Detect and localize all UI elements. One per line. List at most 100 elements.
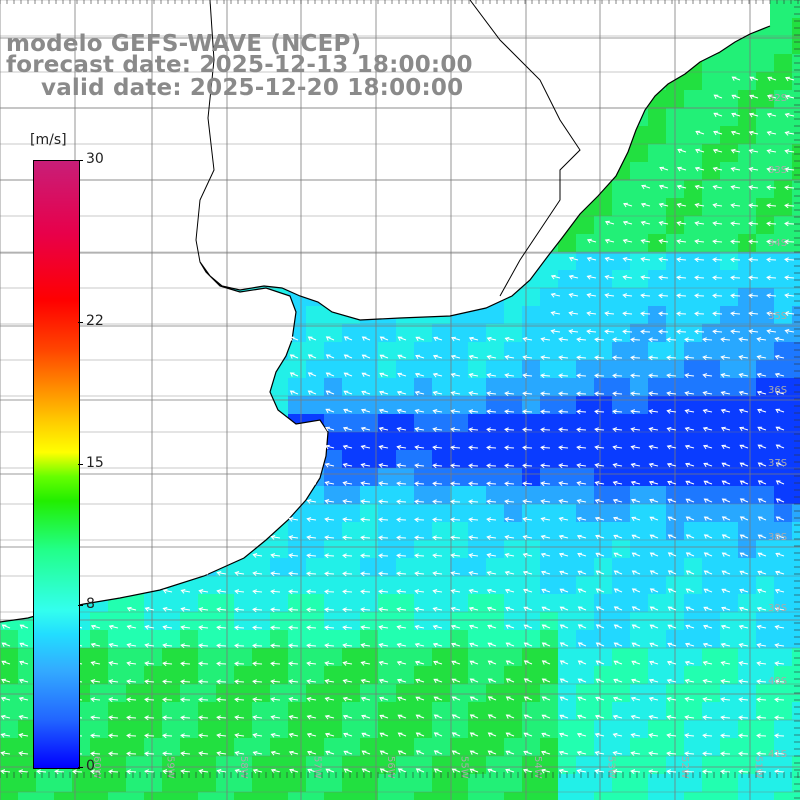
- wind-arrow: [433, 678, 443, 684]
- wind-arrow: [486, 463, 497, 469]
- wind-arrow: [306, 643, 317, 649]
- wind-arrow: [748, 257, 759, 263]
- wind-arrow: [739, 534, 749, 539]
- wind-arrow: [342, 678, 353, 684]
- wind-arrow: [658, 311, 669, 317]
- wind-arrow: [748, 239, 759, 245]
- wind-arrow: [558, 409, 569, 415]
- wind-arrow: [342, 589, 353, 595]
- wind-arrow: [684, 426, 695, 432]
- wind-arrow: [234, 679, 245, 685]
- wind-arrow: [774, 679, 785, 685]
- wind-arrow: [451, 732, 461, 737]
- wind-arrow: [577, 570, 587, 576]
- wind-arrow: [324, 553, 335, 559]
- wind-arrow: [577, 642, 587, 647]
- wind-arrow: [450, 624, 461, 630]
- wind-arrow: [667, 606, 677, 611]
- wind-arrow: [289, 390, 299, 395]
- wind-arrow: [504, 355, 515, 360]
- wind-arrow: [198, 751, 209, 757]
- wind-arrow: [397, 714, 407, 720]
- wind-arrow: [721, 588, 731, 594]
- wind-arrow: [180, 751, 191, 757]
- wind-arrow: [324, 661, 335, 666]
- wind-arrow: [414, 390, 425, 396]
- wind-arrow: [594, 463, 605, 468]
- wind-arrow: [396, 426, 407, 432]
- wind-arrow: [721, 552, 731, 557]
- wind-arrow: [613, 534, 623, 540]
- wind-arrow: [252, 679, 263, 685]
- wind-arrow: [216, 625, 227, 631]
- wind-arrow: [343, 390, 353, 396]
- wind-arrow: [468, 445, 479, 451]
- wind-arrow: [577, 696, 587, 702]
- wind-arrow: [468, 517, 479, 523]
- wind-arrow: [450, 588, 461, 594]
- wind-arrow: [432, 427, 443, 432]
- wind-arrow: [648, 480, 659, 486]
- wind-arrow: [631, 534, 641, 540]
- wind-arrow: [432, 499, 443, 505]
- wind-arrow: [558, 516, 569, 522]
- wind-arrow: [784, 203, 795, 209]
- wind-arrow: [415, 354, 425, 360]
- wind-arrow: [775, 408, 785, 414]
- wind-arrow: [504, 409, 515, 415]
- wind-arrow: [522, 570, 533, 576]
- wind-arrow: [414, 624, 425, 630]
- wind-arrow: [450, 409, 461, 414]
- wind-arrow: [540, 373, 551, 379]
- wind-arrow: [432, 409, 443, 414]
- lon-label: 51W: [753, 756, 764, 779]
- wind-arrow: [414, 660, 425, 666]
- wind-arrow: [784, 328, 795, 334]
- wind-arrow: [577, 552, 587, 558]
- wind-arrow: [324, 535, 335, 541]
- wind-arrow: [613, 606, 623, 611]
- wind-arrow: [666, 409, 677, 414]
- wind-arrow: [180, 769, 191, 774]
- wind-arrow: [234, 534, 245, 540]
- wind-arrow: [343, 768, 353, 773]
- wind-arrow: [433, 768, 443, 773]
- wind-arrow: [270, 661, 281, 667]
- wind-arrow: [767, 94, 777, 100]
- wind-arrow: [568, 274, 579, 280]
- wind-arrow: [486, 570, 497, 576]
- valid-date: valid date: 2025-12-20 18:00:00: [41, 75, 464, 101]
- wind-arrow: [342, 499, 353, 504]
- wind-arrow: [397, 336, 407, 341]
- wind-arrow: [604, 256, 615, 262]
- wind-arrow: [396, 517, 407, 523]
- wind-arrow: [432, 642, 443, 648]
- wind-arrow: [288, 643, 299, 649]
- wind-arrow: [612, 427, 623, 433]
- wind-arrow: [414, 517, 425, 523]
- wind-arrow: [595, 696, 605, 702]
- wind-arrow: [702, 678, 713, 684]
- wind-arrow: [784, 167, 795, 173]
- wind-arrow: [576, 445, 587, 451]
- wind-arrow: [0, 751, 11, 756]
- wind-arrow: [730, 203, 741, 209]
- wind-arrow: [784, 94, 795, 100]
- wind-arrow: [324, 589, 335, 595]
- wind-arrow: [622, 293, 633, 299]
- wind-arrow: [90, 733, 101, 739]
- wind-arrow: [748, 311, 759, 317]
- wind-arrow: [694, 184, 705, 190]
- wind-arrow: [730, 293, 741, 299]
- wind-arrow: [415, 750, 425, 755]
- wind-arrow: [594, 427, 605, 433]
- wind-arrow: [666, 733, 677, 738]
- wind-arrow: [540, 409, 551, 415]
- wind-arrow: [775, 498, 785, 503]
- wind-arrow: [594, 445, 605, 451]
- wind-arrow: [144, 715, 155, 721]
- wind-arrow: [756, 588, 767, 594]
- wind-arrow: [468, 606, 479, 612]
- wind-arrow: [486, 427, 497, 433]
- wind-arrow: [307, 354, 317, 359]
